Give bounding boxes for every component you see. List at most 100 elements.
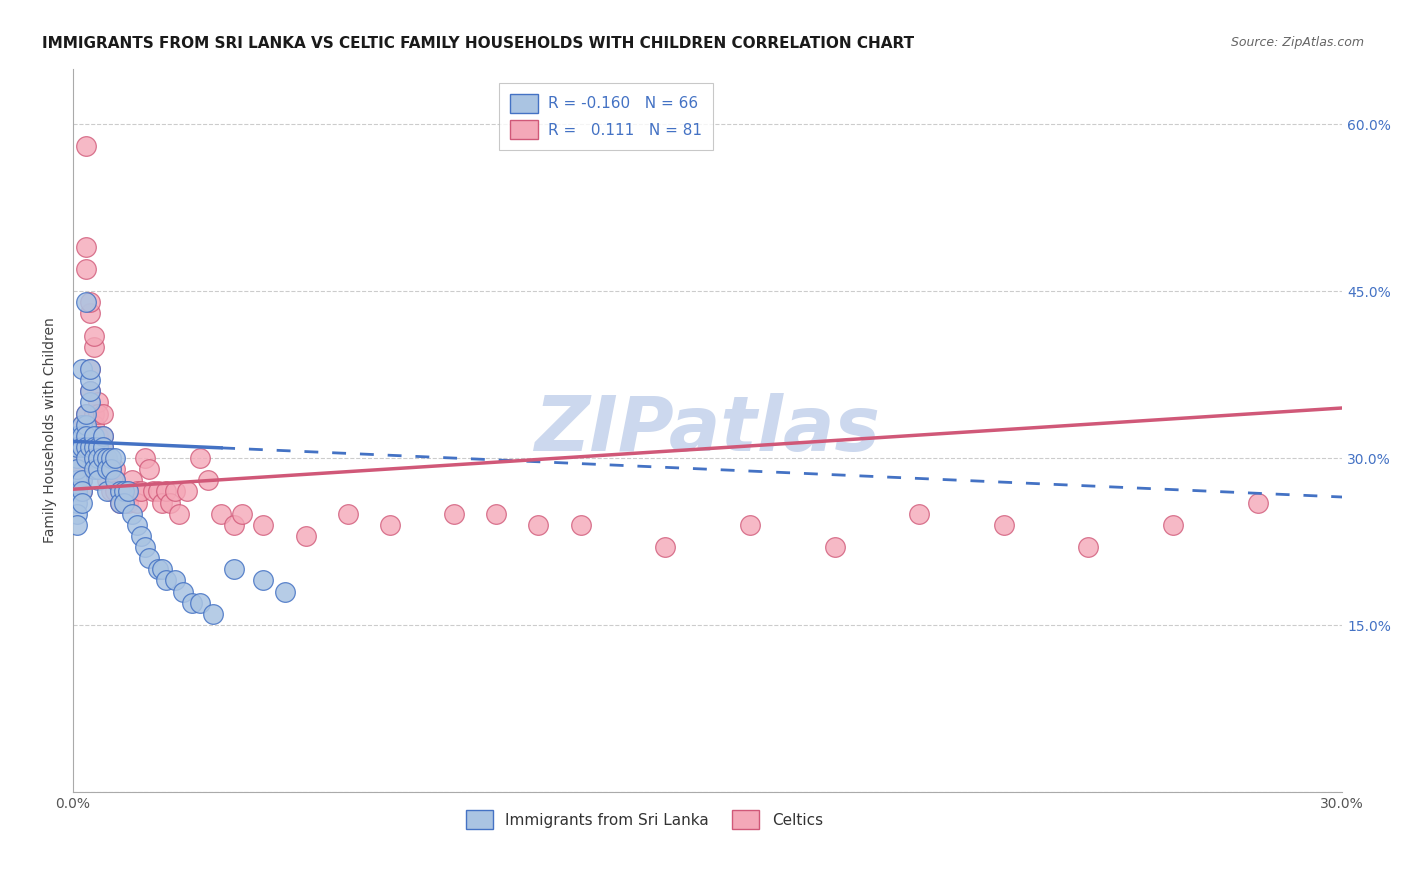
Point — [70, 484, 93, 499]
Point — [117, 484, 139, 499]
Point — [134, 540, 156, 554]
Point — [231, 507, 253, 521]
Point — [79, 362, 101, 376]
Point — [138, 551, 160, 566]
Point — [172, 584, 194, 599]
Point — [96, 473, 118, 487]
Point — [112, 495, 135, 509]
Point — [222, 562, 245, 576]
Point — [91, 429, 114, 443]
Point — [180, 596, 202, 610]
Point — [70, 440, 93, 454]
Point — [83, 407, 105, 421]
Point — [129, 484, 152, 499]
Point — [66, 440, 89, 454]
Point — [79, 362, 101, 376]
Point — [66, 517, 89, 532]
Point — [738, 517, 761, 532]
Point — [209, 507, 232, 521]
Point — [75, 139, 97, 153]
Point — [197, 473, 219, 487]
Point — [75, 440, 97, 454]
Point — [294, 529, 316, 543]
Point — [163, 574, 186, 588]
Point — [75, 429, 97, 443]
Point — [66, 451, 89, 466]
Point — [75, 451, 97, 466]
Point — [201, 607, 224, 621]
Point — [87, 451, 110, 466]
Point — [96, 451, 118, 466]
Point — [83, 429, 105, 443]
Point — [75, 440, 97, 454]
Point — [222, 517, 245, 532]
Point — [70, 362, 93, 376]
Point — [121, 507, 143, 521]
Point — [104, 473, 127, 487]
Point — [142, 484, 165, 499]
Point — [87, 429, 110, 443]
Point — [108, 495, 131, 509]
Legend: Immigrants from Sri Lanka, Celtics: Immigrants from Sri Lanka, Celtics — [460, 804, 830, 835]
Point — [70, 495, 93, 509]
Point — [146, 484, 169, 499]
Point — [108, 495, 131, 509]
Point — [908, 507, 931, 521]
Point — [150, 562, 173, 576]
Text: Source: ZipAtlas.com: Source: ZipAtlas.com — [1230, 36, 1364, 49]
Point — [91, 451, 114, 466]
Point — [66, 462, 89, 476]
Point — [66, 429, 89, 443]
Point — [125, 517, 148, 532]
Point — [129, 529, 152, 543]
Point — [117, 495, 139, 509]
Point — [1161, 517, 1184, 532]
Point — [66, 473, 89, 487]
Point — [83, 340, 105, 354]
Point — [66, 484, 89, 499]
Point — [87, 473, 110, 487]
Point — [273, 584, 295, 599]
Point — [104, 462, 127, 476]
Point — [75, 239, 97, 253]
Point — [138, 462, 160, 476]
Point — [252, 574, 274, 588]
Point — [96, 462, 118, 476]
Point — [121, 473, 143, 487]
Point — [654, 540, 676, 554]
Point — [485, 507, 508, 521]
Point — [380, 517, 402, 532]
Point — [112, 484, 135, 499]
Point — [176, 484, 198, 499]
Point — [150, 495, 173, 509]
Point — [91, 440, 114, 454]
Point — [96, 451, 118, 466]
Point — [824, 540, 846, 554]
Point — [112, 484, 135, 499]
Point — [70, 484, 93, 499]
Point — [993, 517, 1015, 532]
Text: ZIPatlas: ZIPatlas — [534, 393, 880, 467]
Point — [188, 596, 211, 610]
Point — [100, 484, 122, 499]
Point — [75, 429, 97, 443]
Point — [91, 440, 114, 454]
Point — [70, 462, 93, 476]
Point — [117, 484, 139, 499]
Point — [104, 484, 127, 499]
Point — [87, 462, 110, 476]
Point — [100, 462, 122, 476]
Point — [1077, 540, 1099, 554]
Point — [87, 440, 110, 454]
Point — [159, 495, 181, 509]
Point — [125, 495, 148, 509]
Point — [100, 462, 122, 476]
Point — [70, 473, 93, 487]
Text: IMMIGRANTS FROM SRI LANKA VS CELTIC FAMILY HOUSEHOLDS WITH CHILDREN CORRELATION : IMMIGRANTS FROM SRI LANKA VS CELTIC FAMI… — [42, 36, 914, 51]
Point — [100, 451, 122, 466]
Y-axis label: Family Households with Children: Family Households with Children — [44, 318, 58, 543]
Point — [66, 462, 89, 476]
Point — [87, 440, 110, 454]
Point — [75, 407, 97, 421]
Point — [96, 462, 118, 476]
